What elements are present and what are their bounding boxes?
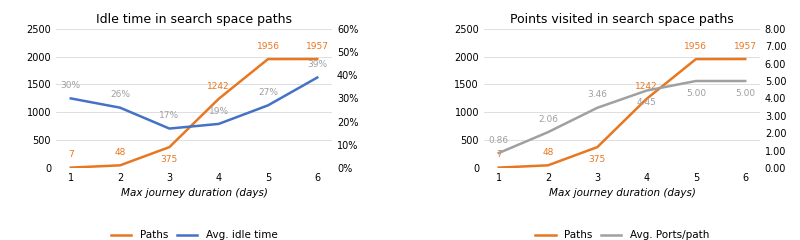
- Text: 4.45: 4.45: [637, 98, 657, 107]
- Text: 17%: 17%: [159, 111, 179, 120]
- Text: 1242: 1242: [635, 82, 658, 90]
- Text: 1957: 1957: [306, 42, 329, 51]
- Text: 5.00: 5.00: [686, 89, 706, 98]
- Text: 30%: 30%: [61, 81, 81, 90]
- Text: 3.46: 3.46: [587, 90, 607, 99]
- X-axis label: Max journey duration (days): Max journey duration (days): [549, 188, 695, 198]
- Text: 26%: 26%: [110, 90, 130, 99]
- Text: 1957: 1957: [734, 42, 757, 51]
- Text: 1956: 1956: [257, 42, 279, 51]
- Text: 39%: 39%: [307, 60, 327, 69]
- Legend: Paths, Avg. idle time: Paths, Avg. idle time: [106, 226, 282, 240]
- Text: 1956: 1956: [685, 42, 707, 51]
- Title: Points visited in search space paths: Points visited in search space paths: [510, 13, 734, 26]
- Text: 5.00: 5.00: [735, 89, 755, 98]
- Text: 375: 375: [161, 155, 178, 164]
- Legend: Paths, Avg. Ports/path: Paths, Avg. Ports/path: [530, 226, 714, 240]
- Text: 1242: 1242: [207, 82, 230, 90]
- Text: 19%: 19%: [209, 107, 229, 116]
- Title: Idle time in search space paths: Idle time in search space paths: [96, 13, 292, 26]
- Text: 7: 7: [68, 150, 74, 159]
- Text: 27%: 27%: [258, 88, 278, 97]
- Text: 2.06: 2.06: [538, 115, 558, 124]
- X-axis label: Max journey duration (days): Max journey duration (days): [121, 188, 267, 198]
- Text: 48: 48: [114, 148, 126, 157]
- Text: 0.86: 0.86: [489, 136, 509, 145]
- Text: 7: 7: [496, 150, 502, 159]
- Text: 48: 48: [542, 148, 554, 157]
- Text: 375: 375: [589, 155, 606, 164]
